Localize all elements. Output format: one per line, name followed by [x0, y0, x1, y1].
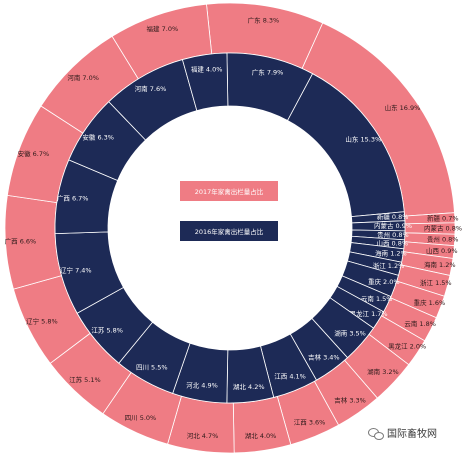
- outer-slice-label-16: 四川 5.0%: [125, 414, 157, 422]
- inner-slice-label-21: 河南 7.6%: [135, 84, 167, 93]
- inner-slice-label-8: 重庆 2.0%: [368, 277, 400, 286]
- outer-slice-label-7: 浙江 1.5%: [420, 278, 452, 287]
- inner-slice-label-17: 江苏 5.8%: [91, 326, 123, 335]
- outer-slice-label-12: 吉林 3.3%: [334, 395, 366, 404]
- inner-slice-label-10: 黑龙江 1.7%: [350, 309, 388, 318]
- watermark-text: 国际畜牧网: [387, 429, 437, 440]
- legend-2017: 2017年家禽出栏量占比: [180, 181, 278, 201]
- inner-slice-label-0: 广东 7.9%: [252, 67, 284, 76]
- outer-slice-label-2: 新疆 0.7%: [427, 213, 459, 222]
- outer-slice-label-5: 山西 0.9%: [426, 246, 458, 255]
- outer-slice-label-19: 广西 6.6%: [5, 237, 37, 246]
- outer-slice-label-10: 黑龙江 2.0%: [388, 341, 426, 350]
- inner-slice-label-6: 海南 1.2%: [375, 249, 407, 258]
- outer-slice-label-17: 江苏 5.1%: [69, 375, 101, 384]
- outer-slice-label-8: 重庆 1.6%: [414, 298, 446, 307]
- inner-slice-label-20: 安徽 6.3%: [82, 132, 114, 141]
- inner-slice-label-5: 山西 0.8%: [376, 238, 408, 247]
- inner-slice-label-19: 广西 6.7%: [57, 194, 89, 203]
- outer-slice-label-22: 福建 7.0%: [147, 24, 179, 33]
- inner-slice-label-16: 四川 5.5%: [136, 364, 168, 372]
- outer-slice-label-15: 河北 4.7%: [187, 432, 219, 440]
- inner-slice-label-15: 河北 4.9%: [186, 382, 218, 390]
- inner-slice-label-9: 云南 1.5%: [361, 294, 393, 303]
- outer-slice-label-21: 河南 7.0%: [67, 73, 99, 82]
- inner-slice-label-11: 湖南 3.5%: [334, 329, 366, 338]
- outer-slice-label-4: 贵州 0.8%: [427, 234, 459, 243]
- inner-slice-label-1: 山东 15.3%: [345, 134, 381, 143]
- inner-slice-label-12: 吉林 3.4%: [308, 353, 340, 362]
- legend-2016: 2016年家禽出栏量占比: [180, 221, 278, 241]
- inner-ring-2016: 广东 7.9% 山东 15.3% 新疆 0.8%内蒙古 0.9%贵州 0.8%山西 …: [54, 52, 412, 404]
- outer-slice-label-0: 广东 8.3%: [248, 16, 280, 25]
- outer-slice-label-14: 湖北 4.0%: [245, 431, 277, 440]
- outer-slice-label-3: 内蒙古 0.8%: [424, 223, 462, 232]
- outer-slice-label-11: 湖南 3.2%: [367, 367, 399, 376]
- inner-slice-label-22: 福建 4.0%: [191, 65, 223, 74]
- inner-slice-label-18: 辽宁 7.4%: [60, 266, 92, 275]
- watermark: 国际畜牧网: [368, 425, 437, 440]
- inner-slice-label-4: 贵州 0.8%: [377, 230, 409, 239]
- inner-slice-label-13: 江西 4.1%: [274, 372, 306, 380]
- outer-slice-label-1: 山东 16.9%: [385, 103, 421, 112]
- outer-slice-label-6: 海南 1.2%: [424, 260, 456, 269]
- outer-ring-2017: 广东 8.3%山东 16.9%新疆 0.7%内蒙古 0.8%贵州 0.8%山西 …: [4, 2, 462, 453]
- outer-slice-label-20: 安徽 6.7%: [18, 149, 50, 158]
- outer-slice-label-18: 辽宁 5.8%: [26, 316, 58, 325]
- inner-slice-22: [181, 52, 229, 112]
- inner-slice-label-7: 浙江 1.2%: [373, 261, 405, 270]
- outer-slice-label-9: 云南 1.8%: [404, 319, 436, 328]
- inner-slice-label-14: 湖北 4.2%: [233, 382, 265, 391]
- inner-slice-label-2: 新疆 0.8%: [377, 212, 409, 221]
- wechat-icon: [368, 427, 384, 440]
- outer-slice-label-13: 江西 3.6%: [294, 418, 326, 426]
- inner-slice-label-3: 内蒙古 0.9%: [374, 221, 412, 230]
